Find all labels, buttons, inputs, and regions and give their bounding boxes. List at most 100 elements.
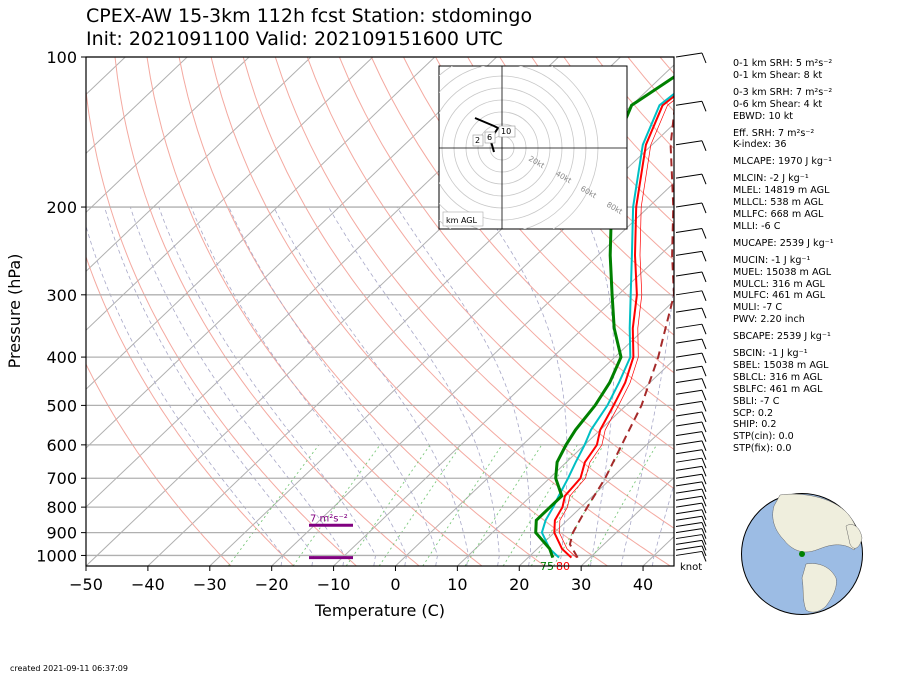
wind-barb (675, 250, 703, 256)
parameter-panel: 0-1 km SRH: 5 m²s⁻² 0-1 km Shear: 8 kt 0-3… (733, 58, 903, 455)
hodograph-height-box (472, 134, 484, 147)
y-tick-label: 800 (46, 498, 77, 517)
mixing-ratio-line (530, 444, 604, 566)
parameter-line: STP(fix): 0.0 (733, 443, 792, 455)
location-globe (741, 493, 863, 615)
parameter-line: STP(cin): 0.0 (733, 431, 794, 443)
wind-barb-flag (701, 528, 707, 539)
dry-adiabat-line (403, 57, 674, 374)
parameter-line: MULFC: 461 m AGL (733, 290, 826, 302)
parameter-line: SBEL: 15038 m AGL (733, 359, 829, 371)
wind-barb-flag (701, 540, 707, 551)
x-tick-label: −40 (131, 575, 165, 594)
parameter-line: MULCL: 316 m AGL (733, 278, 825, 290)
parameter-line: MLEL: 14819 m AGL (733, 185, 830, 197)
y-tick-label: 1000 (36, 546, 77, 565)
parameter-line: PWV: 2.20 inch (733, 314, 805, 326)
wind-barb (675, 271, 703, 277)
wind-barb (675, 52, 703, 58)
parameter-line: 0-1 km SRH: 5 m²s⁻² (733, 58, 833, 69)
y-tick-label: 700 (46, 469, 77, 488)
wind-barb (675, 449, 703, 455)
parameter-line: SBLFC: 461 m AGL (733, 383, 823, 395)
wind-barb-flag (701, 101, 707, 112)
wind-barb-flag (701, 290, 707, 302)
wind-barb (675, 421, 703, 427)
parameter-line: SHIP: 0.2 (733, 419, 777, 431)
parameter-line: MLLI: -6 C (733, 220, 781, 232)
parameter-line: MULI: -7 C (733, 302, 783, 314)
parameter-line: MUCIN: -1 J kg⁻¹ (733, 254, 811, 266)
parameter-line: SBCIN: -1 J kg⁻¹ (733, 348, 808, 360)
moist-adiabat-line (621, 206, 674, 566)
wind-barb-flag (701, 323, 707, 335)
wind-barb (675, 365, 703, 371)
north-america-land (772, 493, 858, 553)
isotherm-line (457, 358, 674, 566)
x-tick-label: −20 (255, 575, 289, 594)
x-tick-label: 10 (447, 575, 467, 594)
wind-barb-flag (701, 251, 707, 262)
wind-barb-flag (701, 496, 707, 507)
y-tick-label: 400 (46, 348, 77, 367)
virtual-temperature-profile (540, 92, 674, 559)
wind-barb (675, 550, 703, 556)
wind-barb (675, 389, 703, 395)
x-tick-label: −10 (317, 575, 351, 594)
isotherm-line (86, 57, 498, 449)
wind-barb (675, 352, 703, 358)
moist-adiabat-line (328, 206, 500, 566)
plot-frame (85, 56, 675, 567)
created-timestamp: created 2021-09-11 06:37:09 (10, 664, 128, 673)
wind-barb (675, 509, 703, 515)
wind-barb-flag (701, 202, 707, 214)
europe-africa-land (845, 524, 863, 549)
temperature-profile (553, 95, 674, 559)
wind-barb-flag (701, 474, 707, 485)
parameter-line: 0-1 km Shear: 8 kt (733, 69, 823, 81)
x-tick-label: 0 (390, 575, 400, 594)
wind-barb (675, 411, 703, 417)
hodograph-unit-box (442, 211, 484, 227)
dry-adiabat-line (242, 57, 671, 566)
wind-barb-flag (701, 488, 707, 500)
isotherm-line (580, 476, 674, 566)
isotherm-line (86, 57, 250, 214)
wind-barb-flag (701, 378, 707, 389)
wind-barb-flag (701, 401, 707, 412)
wind-barb-flag (701, 458, 707, 469)
dry-adiabat-line (370, 57, 674, 412)
wind-unit-label: knot (680, 562, 702, 573)
wind-barb-flag (701, 431, 707, 442)
parameter-line: EBWD: 10 kt (733, 110, 794, 122)
mixing-ratio-line (378, 444, 462, 566)
parameter-line: Eff. SRH: 7 m²s⁻² (733, 127, 815, 139)
y-tick-label: 200 (46, 198, 77, 217)
wind-barb (675, 431, 703, 437)
wind-barb-flag (701, 140, 707, 151)
isotherm-line (86, 57, 374, 331)
parameter-line: 0-6 km Shear: 4 kt (733, 98, 823, 110)
hodograph-height-box (484, 131, 496, 144)
chart-title-line1: CPEX-AW 15-3km 112h fcst Station: stdomi… (86, 5, 533, 27)
hodograph-height-label: 6 (487, 133, 492, 142)
parameter-line: K-index: 36 (733, 139, 787, 151)
y-tick-label: 300 (46, 286, 77, 305)
wind-barb (675, 481, 703, 487)
hodograph-unit-label: km AGL (446, 216, 478, 225)
parameter-line: MLCAPE: 1970 J kg⁻¹ (733, 156, 832, 168)
wind-barb (675, 534, 703, 540)
wind-barb (675, 528, 703, 534)
wind-barb (675, 502, 703, 508)
wind-barb (675, 307, 703, 313)
wind-barb (675, 515, 703, 521)
mixing-ratio-line (587, 444, 657, 566)
wind-barb-flag (701, 534, 707, 545)
x-tick-label: −50 (69, 575, 103, 594)
south-america-land (801, 563, 837, 613)
chart-title-line2: Init: 2021091100 Valid: 202109151600 UTC (86, 28, 503, 50)
wind-barb (675, 100, 703, 106)
wind-barb-flag (701, 307, 707, 319)
wind-barb-flag (701, 516, 707, 527)
